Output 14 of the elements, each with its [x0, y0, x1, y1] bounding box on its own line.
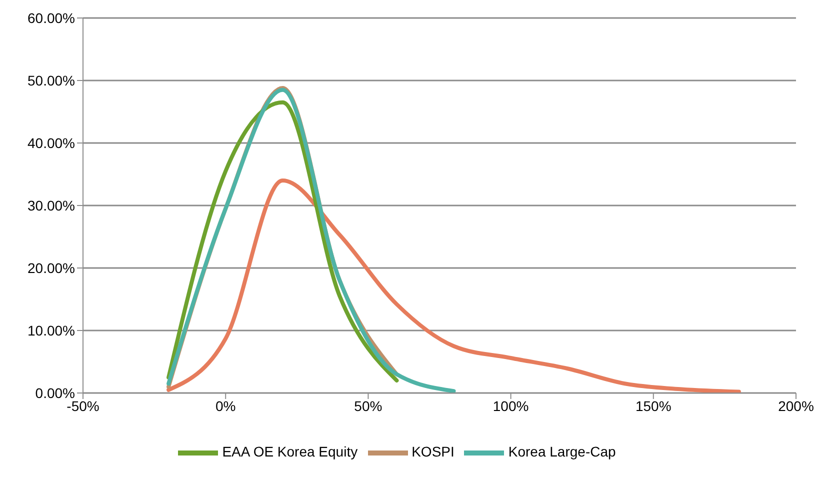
y-tick-label: 50.00%: [28, 72, 75, 88]
y-tick-label: 10.00%: [28, 322, 75, 338]
y-tick-label: 60.00%: [28, 10, 75, 26]
y-tick-label: 40.00%: [28, 134, 75, 151]
x-tick-label: 100%: [492, 398, 529, 414]
legend-label: KOSPI: [412, 444, 454, 460]
x-tick-label: 50%: [354, 398, 382, 414]
x-tick-label: 0%: [215, 398, 236, 414]
x-tick-label: 150%: [635, 398, 672, 414]
y-tick-label: 20.00%: [28, 260, 75, 276]
x-tick-label: 200%: [778, 398, 814, 414]
legend-label: EAA OE Korea Equity: [222, 444, 358, 460]
legend-label: Korea Large-Cap: [508, 444, 616, 460]
y-tick-label: 30.00%: [28, 197, 75, 214]
